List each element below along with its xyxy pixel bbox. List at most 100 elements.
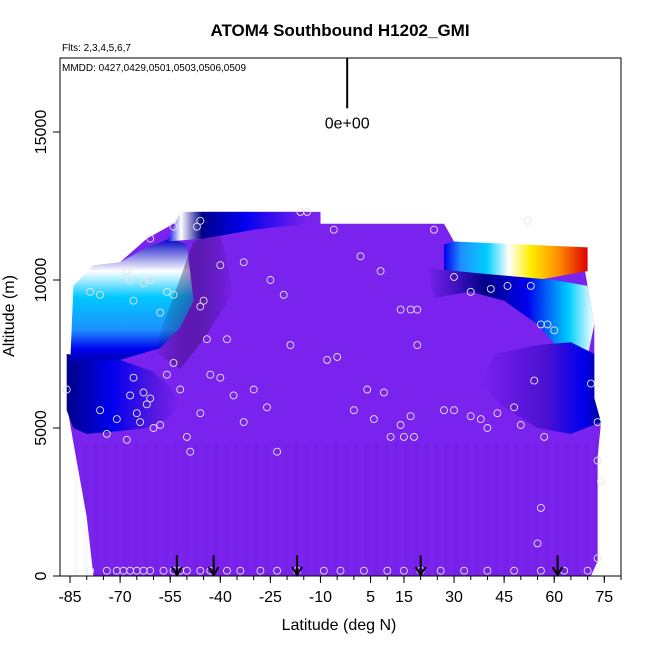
field-stripe bbox=[324, 443, 329, 576]
field-stripe bbox=[314, 443, 319, 576]
dive-arrow bbox=[171, 555, 183, 577]
profile-point bbox=[223, 335, 231, 344]
profile-point bbox=[523, 216, 532, 225]
field-stripe bbox=[144, 443, 149, 576]
profile-point bbox=[593, 554, 602, 563]
dive-arrow-head bbox=[207, 566, 220, 577]
field-stripe bbox=[73, 443, 78, 576]
profile-point bbox=[510, 403, 519, 412]
profile-point bbox=[146, 234, 155, 243]
x-tick-label: 60 bbox=[545, 589, 563, 606]
field-stripe bbox=[204, 443, 209, 576]
field-stripe bbox=[514, 443, 519, 576]
profile-point bbox=[169, 290, 178, 299]
profile-point bbox=[139, 388, 148, 397]
y-tick-label: 5000 bbox=[33, 410, 50, 446]
profile-point bbox=[323, 355, 332, 364]
profile-point bbox=[186, 447, 195, 456]
profile-point bbox=[146, 276, 155, 284]
profile-point bbox=[102, 429, 111, 438]
profile-point bbox=[356, 252, 365, 261]
surface-point bbox=[383, 566, 392, 575]
dive-arrow-head bbox=[551, 566, 564, 577]
profile-point bbox=[122, 267, 131, 276]
field-stripe bbox=[103, 443, 108, 576]
field-stripe bbox=[434, 443, 439, 576]
surface-point bbox=[256, 566, 265, 575]
profile-point bbox=[249, 385, 258, 394]
y-axis-label: Altitude (m) bbox=[1, 275, 18, 357]
profile-point bbox=[526, 281, 535, 290]
dive-markers bbox=[171, 555, 564, 577]
x-tick-label: 30 bbox=[445, 589, 463, 606]
surface-point bbox=[336, 566, 345, 575]
profile-point bbox=[586, 379, 595, 388]
surface-point bbox=[359, 566, 368, 575]
field-stripe bbox=[254, 443, 259, 576]
profile-point bbox=[396, 305, 405, 314]
surface-point bbox=[536, 566, 545, 575]
surface-point bbox=[399, 566, 408, 575]
profile-point bbox=[96, 290, 105, 299]
x-tick-label: -85 bbox=[58, 589, 81, 606]
x-tick-label: -70 bbox=[109, 589, 132, 606]
profile-point bbox=[162, 287, 171, 296]
dive-arrow bbox=[207, 555, 220, 577]
profile-point bbox=[543, 320, 552, 329]
surface-point bbox=[483, 566, 492, 575]
dive-arrow bbox=[291, 555, 303, 577]
profile-point bbox=[169, 222, 178, 231]
field-stripe bbox=[123, 443, 128, 576]
dive-arrow-head bbox=[171, 566, 183, 577]
field-stripe bbox=[384, 443, 389, 576]
surface-point bbox=[460, 566, 469, 575]
surface-point bbox=[319, 566, 328, 575]
profile-point bbox=[112, 415, 121, 424]
profile-point bbox=[202, 335, 211, 344]
surface-point bbox=[146, 566, 155, 575]
profile-point bbox=[192, 222, 201, 231]
field-right-top bbox=[444, 241, 588, 280]
surface-point bbox=[182, 566, 191, 575]
profile-point bbox=[466, 412, 475, 421]
profile-point bbox=[430, 225, 438, 234]
field-stripe bbox=[524, 443, 529, 576]
field-stripe bbox=[154, 443, 159, 576]
profile-point bbox=[410, 432, 418, 441]
profile-point bbox=[156, 308, 165, 317]
field-right-lower bbox=[480, 342, 601, 434]
field-stripe bbox=[244, 443, 249, 576]
field-stripe bbox=[464, 443, 469, 576]
field-stripe bbox=[184, 443, 189, 576]
plot-frame bbox=[59, 57, 622, 577]
x-tick-label: -25 bbox=[259, 589, 282, 606]
field-stripe bbox=[344, 443, 349, 576]
x-axis: -85 -70 -55 -40 -25 -10 5 15 30 45 60 75 bbox=[58, 576, 622, 606]
field-left-lower bbox=[66, 354, 181, 434]
profile-point bbox=[199, 296, 208, 305]
y-axis: 0 5000 10000 15000 bbox=[33, 110, 60, 580]
y-tick-label: 10000 bbox=[33, 258, 50, 303]
field-stripe bbox=[274, 443, 279, 576]
profile-point bbox=[239, 418, 248, 427]
profile-point bbox=[333, 353, 342, 361]
profile-point bbox=[62, 385, 71, 394]
profile-point bbox=[239, 258, 248, 267]
profile-point bbox=[483, 424, 492, 432]
x-axis-label: Latitude (deg N) bbox=[282, 617, 397, 634]
y-tick-label: 0 bbox=[33, 571, 50, 580]
field-stripe bbox=[454, 443, 459, 576]
profile-point bbox=[176, 385, 185, 394]
field-stripe bbox=[584, 443, 589, 576]
field-left-fade bbox=[153, 232, 234, 369]
profile-point bbox=[450, 273, 458, 281]
dive-arrow bbox=[551, 555, 564, 577]
y-tick-label: 15000 bbox=[33, 110, 50, 155]
profile-point bbox=[593, 418, 602, 427]
profile-point bbox=[156, 421, 165, 429]
x-tick-label: -10 bbox=[309, 589, 332, 606]
profile-point bbox=[149, 424, 158, 432]
profile-point bbox=[86, 287, 95, 296]
field-stripe bbox=[224, 443, 229, 576]
field-stripe bbox=[83, 443, 88, 576]
